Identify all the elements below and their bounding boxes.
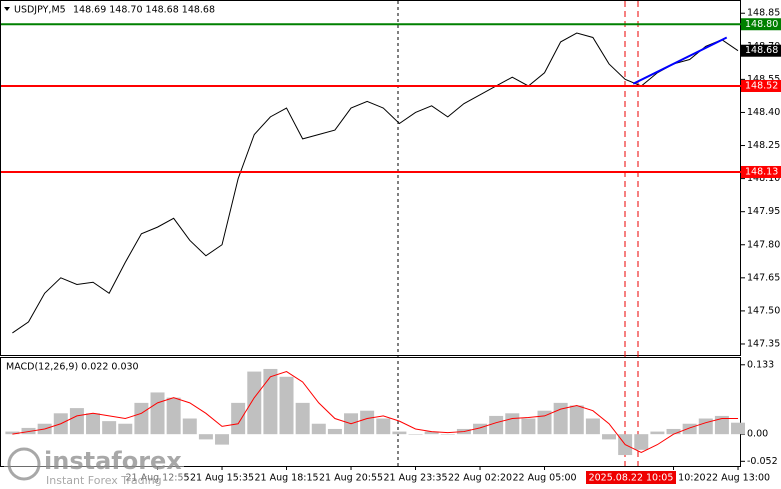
cursor-label: 2025.08.22 10:05 — [589, 473, 674, 484]
y-tick-label: 147.50 — [747, 305, 780, 316]
macd-bar — [118, 423, 133, 435]
macd-bar — [682, 423, 697, 435]
y-tick-label: 0.133 — [747, 359, 774, 370]
macd-bar — [424, 431, 439, 435]
chart-subtitle: 148.69 148.70 148.68 148.68 — [73, 5, 215, 16]
x-tick-label: 22 Aug 05:00 — [512, 473, 576, 484]
current-price-bg — [741, 44, 781, 57]
macd-bar — [295, 402, 310, 435]
macd-bar — [698, 418, 713, 435]
collapse-icon — [4, 7, 10, 11]
level-label: 148.13 — [745, 166, 778, 177]
x-tick-label: 21 Aug 12:55 — [125, 473, 189, 484]
macd-bar — [327, 428, 342, 435]
macd-bar — [150, 392, 165, 435]
macd-bar — [376, 418, 391, 435]
macd-bar — [714, 415, 729, 435]
level-label: 148.80 — [745, 19, 778, 30]
macd-bar — [182, 418, 197, 435]
y-tick-label: 148.25 — [747, 140, 780, 151]
watermark-logo — [7, 447, 41, 481]
y-tick-label: 0.00 — [747, 429, 768, 440]
macd-bar — [585, 418, 600, 435]
macd-bar — [247, 371, 262, 435]
y-tick-label: -0.052 — [747, 456, 778, 467]
level-label: 148.52 — [745, 80, 778, 91]
macd-bar — [360, 410, 375, 435]
macd-title: MACD(12,26,9) 0.022 0.030 — [6, 362, 139, 373]
macd-bar — [521, 418, 536, 435]
macd-bar — [489, 415, 504, 435]
watermark-brand: instaforex — [44, 447, 182, 475]
macd-bar — [21, 427, 36, 435]
cursor-label-bg — [586, 471, 676, 484]
macd-bar — [731, 422, 746, 435]
y-tick-label: 148.55 — [747, 74, 780, 85]
y-tick-label: 148.85 — [747, 8, 780, 19]
trend-line — [632, 36, 728, 85]
macd-bar — [166, 397, 181, 435]
macd-bar — [215, 434, 230, 445]
y-tick-label: 148.10 — [747, 173, 780, 184]
macd-bar — [231, 402, 246, 435]
macd-bar — [408, 434, 423, 435]
macd-bar — [569, 405, 584, 435]
x-tick-label: 21 Aug 18:15 — [254, 473, 318, 484]
y-tick-label: 147.35 — [747, 338, 780, 349]
macd-bar — [392, 431, 407, 435]
macd-bar — [634, 434, 649, 450]
chart-title: USDJPY,M5 — [14, 5, 66, 16]
y-tick-label: 148.40 — [747, 107, 780, 118]
level-label-bg — [741, 18, 781, 31]
x-tick-label: 21 Aug 23:35 — [383, 473, 447, 484]
x-tick-label: 21 Aug 15:35 — [190, 473, 254, 484]
y-tick-label: 147.80 — [747, 239, 780, 250]
macd-bar — [666, 428, 681, 435]
level-label-bg — [741, 165, 781, 178]
macd-bar — [440, 434, 455, 435]
macd-bar — [279, 376, 294, 435]
macd-bar — [602, 434, 617, 440]
y-tick-label: 147.95 — [747, 206, 780, 217]
y-tick-label: 147.65 — [747, 272, 780, 283]
current-price-label: 148.68 — [745, 45, 778, 56]
price-line — [12, 32, 739, 334]
macd-bar — [650, 431, 665, 435]
macd-bar — [263, 368, 278, 435]
x-tick-label: 22 Aug 13:00 — [706, 473, 770, 484]
price-panel — [0, 0, 741, 356]
watermark-tagline: Instant Forex Trading — [46, 474, 162, 487]
x-tick-label: 22 Aug 02:20 — [448, 473, 512, 484]
macd-bar — [198, 434, 213, 440]
macd-bar — [86, 413, 101, 435]
macd-bar — [505, 413, 520, 435]
macd-bar — [69, 408, 84, 435]
x-tick-label: 21 Aug 20:55 — [319, 473, 383, 484]
macd-bar — [134, 402, 149, 435]
signal-line — [12, 371, 739, 453]
macd-bar — [473, 423, 488, 435]
level-label-bg — [741, 79, 781, 92]
macd-bar — [311, 423, 326, 435]
macd-bar — [5, 431, 20, 435]
macd-bar — [102, 421, 117, 435]
